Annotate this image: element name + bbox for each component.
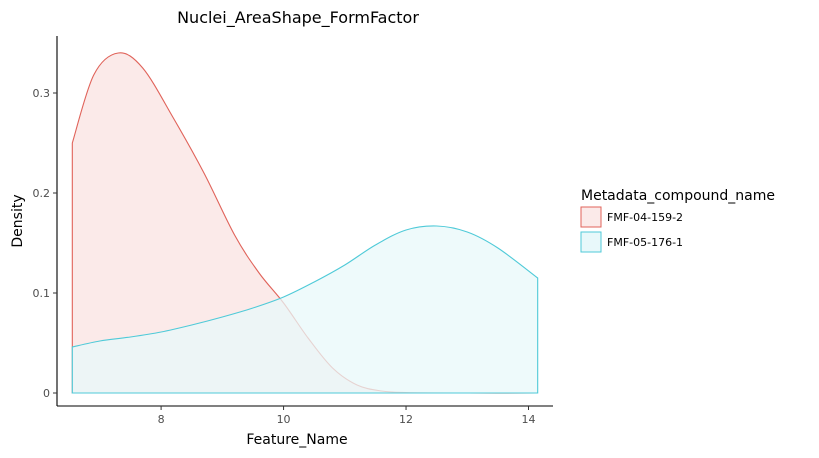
y-axis-ticks: 0 0.1 0.2 0.3 (33, 87, 57, 400)
legend-label: FMF-05-176-1 (607, 236, 683, 249)
x-tick-label: 12 (399, 413, 413, 426)
legend-swatch (580, 231, 602, 253)
legend-label: FMF-04-159-2 (607, 211, 683, 224)
y-tick-label: 0.2 (33, 187, 51, 200)
plot-area (71, 52, 539, 394)
y-tick-label: 0 (43, 387, 50, 400)
x-axis-ticks: 8 10 12 14 (158, 406, 536, 426)
y-tick-label: 0.3 (33, 87, 51, 100)
x-axis-label: Feature_Name (246, 432, 347, 448)
density-area-fmf-05-176-1 (71, 225, 539, 394)
legend: Metadata_compound_name FMF-04-159-2FMF-0… (580, 188, 775, 253)
legend-title: Metadata_compound_name (581, 188, 775, 204)
x-tick-label: 8 (158, 413, 165, 426)
legend-items: FMF-04-159-2 FMF-05-176-1 (580, 206, 683, 253)
y-axis-label: Density (10, 194, 26, 247)
x-tick-label: 10 (277, 413, 291, 426)
legend-swatch (580, 206, 602, 228)
x-tick-label: 14 (522, 413, 536, 426)
y-tick-label: 0.1 (33, 287, 51, 300)
chart-title: Nuclei_AreaShape_FormFactor (177, 8, 419, 28)
